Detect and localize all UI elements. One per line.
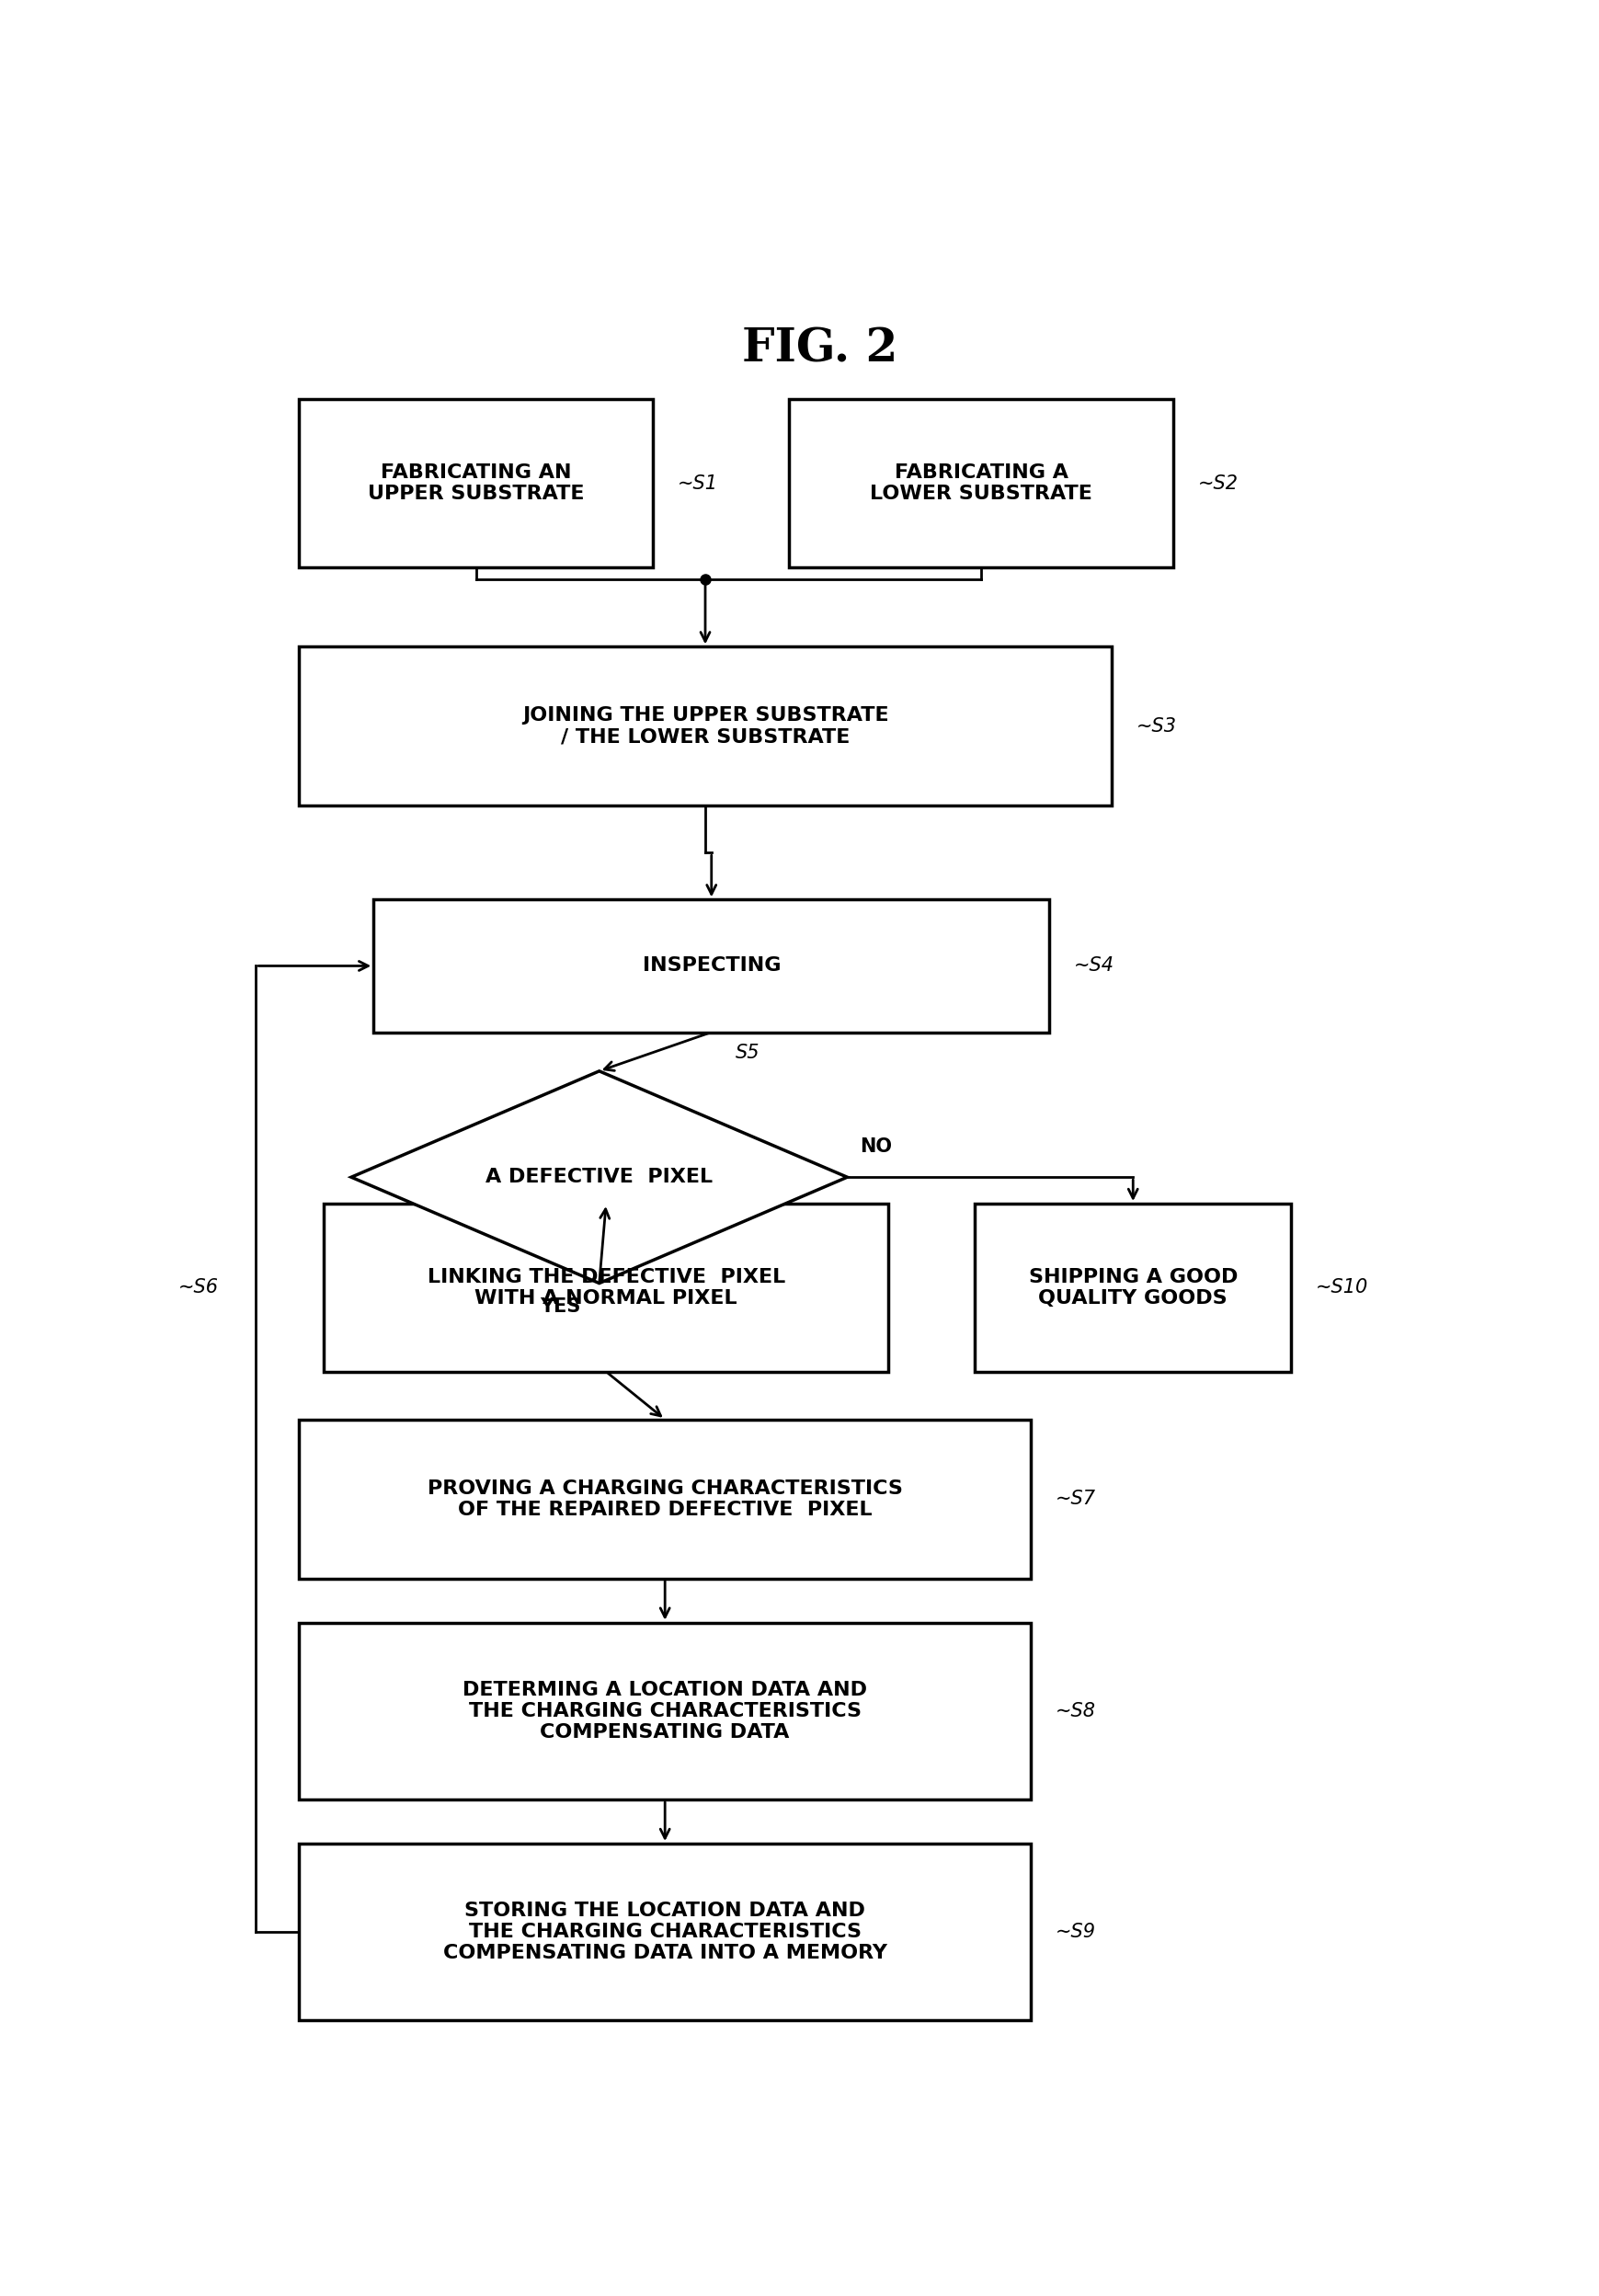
Text: STORING THE LOCATION DATA AND
THE CHARGING CHARACTERISTICS
COMPENSATING DATA INT: STORING THE LOCATION DATA AND THE CHARGI… — [443, 1901, 886, 1963]
Bar — [299, 647, 1111, 806]
Polygon shape — [352, 1070, 847, 1283]
Bar — [374, 900, 1049, 1033]
Text: S5: S5 — [736, 1045, 760, 1063]
Text: INSPECTING: INSPECTING — [641, 957, 780, 976]
Text: ∼S4: ∼S4 — [1073, 957, 1115, 976]
Text: ∼S3: ∼S3 — [1135, 716, 1175, 735]
Text: LINKING THE DEFECTIVE  PIXEL
WITH A NORMAL PIXEL: LINKING THE DEFECTIVE PIXEL WITH A NORMA… — [427, 1267, 785, 1306]
Text: ∼S6: ∼S6 — [177, 1279, 219, 1297]
Text: FABRICATING AN
UPPER SUBSTRATE: FABRICATING AN UPPER SUBSTRATE — [368, 464, 584, 503]
Text: JOINING THE UPPER SUBSTRATE
/ THE LOWER SUBSTRATE: JOINING THE UPPER SUBSTRATE / THE LOWER … — [521, 707, 887, 746]
Text: ∼S1: ∼S1 — [676, 473, 718, 491]
Text: YES: YES — [539, 1297, 580, 1316]
Text: NO: NO — [859, 1137, 891, 1155]
Bar — [299, 1419, 1030, 1577]
Bar — [299, 1623, 1030, 1800]
Text: FABRICATING A
LOWER SUBSTRATE: FABRICATING A LOWER SUBSTRATE — [870, 464, 1092, 503]
Text: A DEFECTIVE  PIXEL: A DEFECTIVE PIXEL — [486, 1169, 713, 1187]
Text: ∼S9: ∼S9 — [1055, 1922, 1095, 1940]
Text: FIG. 2: FIG. 2 — [742, 328, 897, 372]
Text: ∼S10: ∼S10 — [1316, 1279, 1367, 1297]
Bar — [974, 1203, 1290, 1371]
Bar — [299, 1844, 1030, 2020]
Text: ∼S7: ∼S7 — [1055, 1490, 1095, 1508]
Bar — [788, 400, 1172, 567]
Text: PROVING A CHARGING CHARACTERISTICS
OF THE REPAIRED DEFECTIVE  PIXEL: PROVING A CHARGING CHARACTERISTICS OF TH… — [427, 1479, 902, 1518]
Text: DETERMING A LOCATION DATA AND
THE CHARGING CHARACTERISTICS
COMPENSATING DATA: DETERMING A LOCATION DATA AND THE CHARGI… — [462, 1681, 867, 1743]
Bar — [299, 400, 652, 567]
Text: ∼S2: ∼S2 — [1198, 473, 1238, 491]
Bar — [323, 1203, 887, 1371]
Text: SHIPPING A GOOD
QUALITY GOODS: SHIPPING A GOOD QUALITY GOODS — [1028, 1267, 1238, 1306]
Text: ∼S8: ∼S8 — [1055, 1701, 1095, 1720]
